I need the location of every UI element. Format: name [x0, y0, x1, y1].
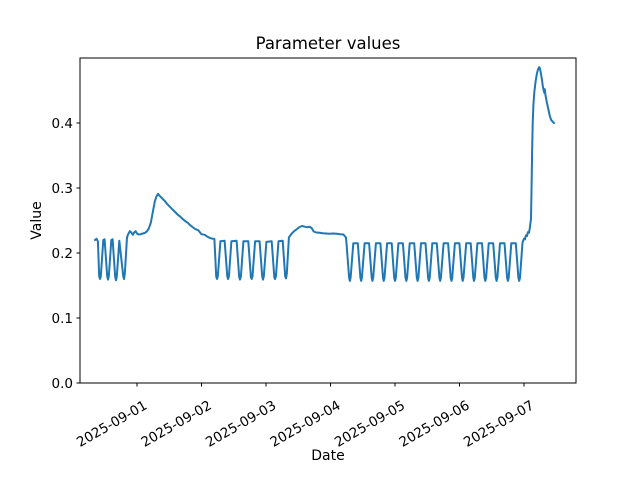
x-axis-ticks: 2025-09-012025-09-022025-09-032025-09-04… [74, 383, 537, 451]
x-tick-label: 2025-09-02 [139, 398, 215, 451]
y-tick-label: 0.3 [52, 181, 73, 197]
y-tick-label: 0.1 [52, 311, 73, 327]
x-tick-label: 2025-09-07 [461, 398, 537, 451]
x-axis-label: Date [311, 448, 344, 464]
y-tick-label: 0.0 [52, 376, 73, 392]
plot-border [79, 57, 577, 384]
y-axis-label: Value [29, 201, 45, 239]
x-tick-label: 2025-09-04 [268, 398, 344, 451]
series-line [94, 66, 555, 282]
x-tick-label: 2025-09-06 [397, 398, 473, 451]
y-axis-ticks: 0.0 0.1 0.2 0.3 0.4 [52, 116, 80, 392]
chart-title: Parameter values [256, 34, 401, 53]
x-tick-label: 2025-09-03 [203, 398, 279, 451]
y-tick-label: 0.4 [52, 116, 73, 132]
x-tick-label: 2025-09-05 [332, 398, 408, 451]
x-tick-label: 2025-09-01 [74, 398, 150, 451]
y-tick-label: 0.2 [52, 246, 73, 262]
